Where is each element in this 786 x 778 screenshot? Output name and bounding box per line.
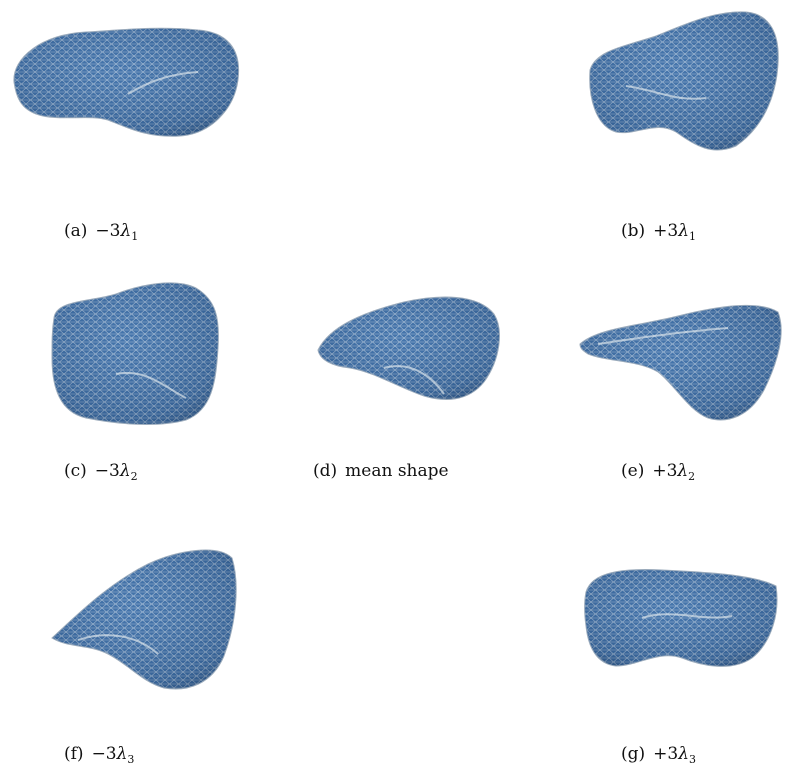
caption-e-sub: 2 [688,470,696,483]
caption-g-sign: +3 [653,744,679,764]
caption-e-symbol: λ [677,461,689,481]
caption-e: (e) +3λ2 [621,461,695,487]
caption-g-symbol: λ [678,744,689,764]
caption-f-label: (f) [64,744,84,764]
caption-a-sign: −3 [95,221,121,241]
caption-b-sub: 1 [689,230,696,243]
liver-mesh-f [51,549,237,690]
caption-f-sign: −3 [91,744,117,764]
caption-c-symbol: λ [119,461,131,481]
caption-f: (f) −3λ3 [64,744,134,770]
caption-g-label: (g) [621,744,646,764]
caption-c-sign: −3 [94,461,120,481]
liver-mesh-g [584,569,778,667]
caption-a: (a) −3λ1 [64,221,138,247]
caption-d: (d) mean shape [313,461,449,481]
liver-mesh-c [51,282,219,425]
liver-mesh-e [579,304,782,421]
caption-b-label: (b) [621,221,646,241]
liver-mesh-d [317,296,500,400]
liver-mesh-b [589,11,779,151]
caption-a-sub: 1 [131,230,139,243]
caption-g: (g) +3λ3 [621,744,696,770]
caption-d-label: (d) [313,461,338,481]
caption-c-sub: 2 [130,470,138,483]
liver-mesh-a [13,27,240,137]
caption-g-sub: 3 [689,753,696,766]
caption-b-sign: +3 [653,221,679,241]
caption-e-sign: +3 [652,461,678,481]
caption-e-label: (e) [621,461,645,481]
caption-b: (b) +3λ1 [621,221,696,247]
caption-b-symbol: λ [678,221,689,241]
caption-a-label: (a) [64,221,88,241]
caption-a-symbol: λ [120,221,132,241]
caption-d-text: mean shape [345,461,449,481]
caption-f-sub: 3 [127,753,135,766]
caption-c: (c) −3λ2 [64,461,138,487]
caption-f-symbol: λ [116,744,128,764]
caption-c-label: (c) [64,461,87,481]
